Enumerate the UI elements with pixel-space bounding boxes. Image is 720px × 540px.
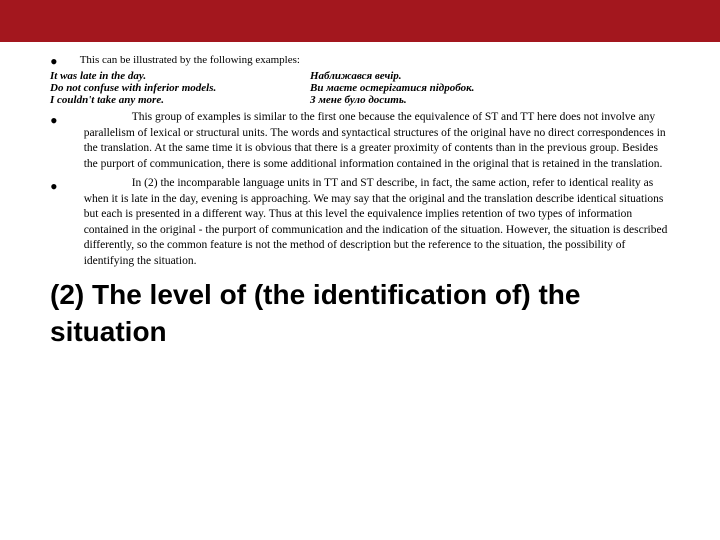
slide-title: (2) The level of (the identification of)… (50, 277, 670, 350)
header-bar (0, 0, 720, 42)
example-right: Наближався вечір. (310, 70, 402, 82)
example-left: Do not confuse with inferior models. (50, 82, 310, 94)
intro-bullet: • This can be illustrated by the followi… (50, 52, 670, 68)
example-row: It was late in the day. Наближався вечір… (50, 70, 670, 82)
example-right: З мене було досить. (310, 94, 407, 106)
bullet-icon: • (50, 114, 58, 128)
intro-text: This can be illustrated by the following… (80, 54, 300, 66)
bullet-icon: • (50, 180, 58, 194)
example-row: I couldn't take any more. З мене було до… (50, 94, 670, 106)
bullet-icon: • (50, 56, 58, 68)
example-left: It was late in the day. (50, 70, 310, 82)
example-row: Do not confuse with inferior models. Ви … (50, 82, 670, 94)
slide-content: • This can be illustrated by the followi… (0, 42, 720, 350)
examples-block: It was late in the day. Наближався вечір… (50, 70, 670, 106)
example-right: Ви маєте остерігатися підробок. (310, 82, 474, 94)
para2-text: In (2) the incomparable language units i… (84, 176, 670, 269)
example-left: I couldn't take any more. (50, 94, 310, 106)
paragraph-2: • In (2) the incomparable language units… (50, 176, 670, 269)
para1-text: This group of examples is similar to the… (84, 110, 670, 172)
paragraph-1: • This group of examples is similar to t… (50, 110, 670, 172)
